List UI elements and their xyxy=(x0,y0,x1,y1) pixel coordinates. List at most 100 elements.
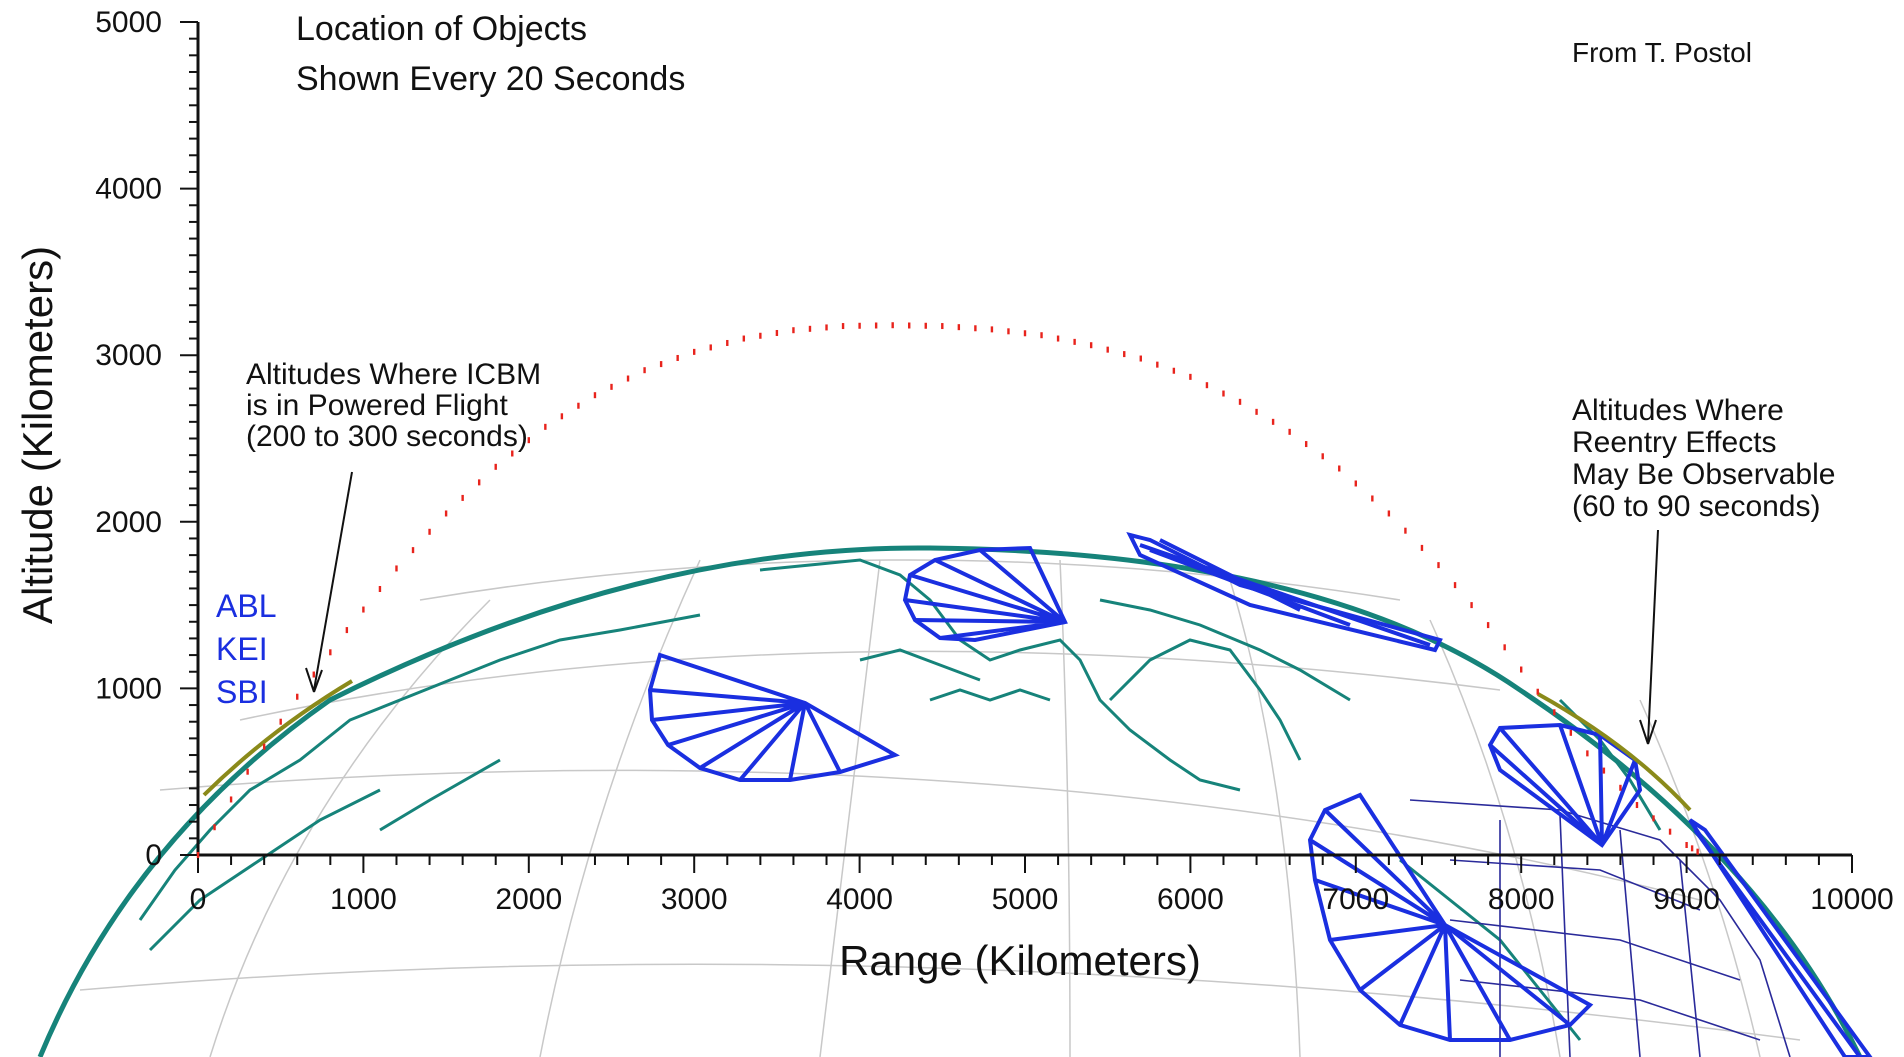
trajectory-point xyxy=(1205,382,1209,389)
trajectory-point xyxy=(362,606,365,613)
trajectory-point xyxy=(246,768,249,775)
credit-text: From T. Postol xyxy=(1572,37,1752,68)
trajectory-point xyxy=(1635,802,1639,809)
x-tick-label: 6000 xyxy=(1157,883,1224,916)
trajectory-point xyxy=(395,565,398,572)
trajectory-point xyxy=(1569,729,1573,736)
trajectory-point xyxy=(1685,842,1688,849)
trajectory-point xyxy=(908,322,911,329)
x-tick-label: 2000 xyxy=(495,883,562,916)
trajectory-point xyxy=(841,323,845,330)
trajectory-point xyxy=(577,402,580,409)
trajectory-point xyxy=(858,322,861,329)
coastlines xyxy=(138,558,1662,1041)
x-tick-label: 8000 xyxy=(1488,883,1555,916)
x-tick-label: 3000 xyxy=(661,883,728,916)
reentry-line-4: (60 to 90 seconds) xyxy=(1572,490,1820,523)
coverage-fan xyxy=(647,652,900,782)
coverage-fan xyxy=(1688,818,1873,1057)
trajectory-point xyxy=(213,824,216,831)
reentry-line-1: Altitudes Where xyxy=(1572,394,1784,427)
powered-flight-band xyxy=(202,679,354,797)
trajectory-point xyxy=(1586,750,1589,757)
trajectory-point xyxy=(1255,408,1258,415)
trajectory-point xyxy=(1520,666,1523,673)
trajectory-point xyxy=(229,796,233,803)
trajectory-point xyxy=(1139,355,1142,362)
trajectory-point xyxy=(659,361,663,368)
trajectory-point xyxy=(1619,784,1622,791)
trajectory-point xyxy=(726,339,729,346)
powered-flight-line-1: Altitudes Where ICBM xyxy=(246,358,541,391)
powered-flight-line-3: (200 to 300 seconds) xyxy=(246,420,528,453)
trajectory-point xyxy=(1553,709,1556,716)
trajectory-point xyxy=(1437,562,1440,569)
trajectory-point xyxy=(1602,767,1606,774)
y-tick-label: 2000 xyxy=(95,506,162,539)
trajectory-point xyxy=(759,332,762,339)
coverage-fan xyxy=(1126,532,1443,653)
trajectory-point xyxy=(1536,688,1539,695)
trajectory-point xyxy=(775,329,779,336)
trajectory-point xyxy=(1007,328,1010,335)
axes xyxy=(180,21,1853,873)
trajectory-point xyxy=(593,392,597,399)
trajectory-point xyxy=(1652,815,1655,822)
trajectory-point xyxy=(560,413,564,420)
x-ticks xyxy=(197,855,1853,873)
coverage-fan xyxy=(1487,722,1643,848)
reentry-band xyxy=(1537,692,1692,812)
x-tick-label: 1000 xyxy=(330,883,397,916)
trajectory-point xyxy=(1690,845,1694,852)
trajectory-series xyxy=(196,322,1699,858)
system-labels: ABL KEI SBI xyxy=(216,588,276,710)
reentry-line-2: Reentry Effects xyxy=(1572,426,1777,459)
trajectory-point xyxy=(1503,644,1506,651)
trajectory-point xyxy=(1056,335,1060,342)
trajectory-point xyxy=(1304,441,1308,448)
reentry-arrowhead xyxy=(1639,719,1657,745)
powered-flight-arrow xyxy=(313,471,353,691)
trajectory-point xyxy=(1321,453,1324,460)
trajectory-point xyxy=(957,324,961,331)
trajectory-point xyxy=(511,450,514,457)
trajectory-point xyxy=(874,322,878,329)
trajectory-point xyxy=(411,547,415,554)
altitude-bands xyxy=(202,679,1692,812)
x-tick-label: 9000 xyxy=(1653,883,1720,916)
trajectory-point xyxy=(709,344,712,351)
trajectory-point xyxy=(1189,373,1192,380)
trajectory-point xyxy=(1354,480,1357,487)
y-tick-label: 3000 xyxy=(95,339,162,372)
trajectory-point xyxy=(1089,342,1093,349)
x-tick-labels: 0 1000 2000 3000 4000 5000 6000 7000 8000 9000 100… xyxy=(190,883,1894,916)
trajectory-point xyxy=(643,367,646,374)
y-tick-label: 4000 xyxy=(95,173,162,206)
trajectory-point xyxy=(1238,398,1242,405)
trajectory-point xyxy=(1387,510,1391,517)
trajectory-point xyxy=(808,325,812,332)
y-tick-label: 1000 xyxy=(95,672,162,705)
trajectory-point xyxy=(527,437,530,444)
trajectory-point xyxy=(428,528,431,535)
trajectory-point xyxy=(312,671,315,678)
trajectory-point xyxy=(676,354,679,361)
trajectory-point xyxy=(1288,428,1291,435)
system-label-sbi: SBI xyxy=(216,674,268,710)
trajectory-point xyxy=(924,322,927,329)
trajectory-point xyxy=(544,423,547,430)
powered-flight-annotation: Altitudes Where ICBM is in Powered Fligh… xyxy=(246,358,541,693)
trajectory-point xyxy=(1172,367,1176,374)
trajectory-point xyxy=(1696,848,1699,855)
trajectory-point xyxy=(296,693,299,700)
trajectory-point xyxy=(329,649,332,656)
system-label-abl: ABL xyxy=(216,588,276,624)
trajectory-point xyxy=(378,585,382,592)
trajectory-point xyxy=(1222,390,1225,397)
trajectory-point xyxy=(444,510,448,517)
y-tick-label: 5000 xyxy=(95,6,162,39)
trajectory-point xyxy=(1338,465,1341,472)
x-tick-label: 4000 xyxy=(826,883,893,916)
trajectory-point xyxy=(477,479,481,486)
earth-limb xyxy=(37,545,1863,1057)
